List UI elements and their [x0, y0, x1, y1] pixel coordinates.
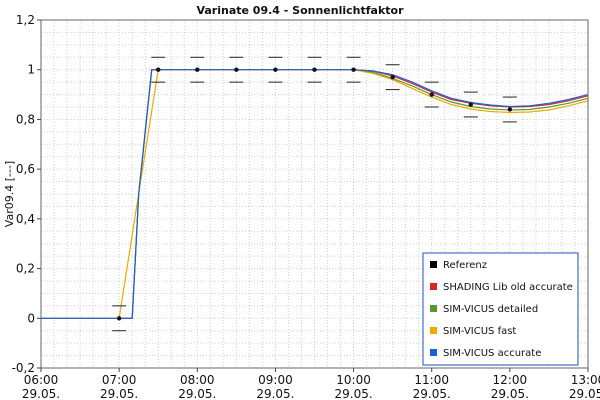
- legend-label: Referenz: [443, 260, 487, 271]
- legend-label: SIM-VICUS accurate: [443, 348, 541, 359]
- x-tick-time: 12:00: [493, 373, 528, 387]
- x-tick-time: 06:00: [24, 373, 59, 387]
- legend-label: SIM-VICUS detailed: [443, 304, 538, 315]
- legend-swatch: [430, 283, 437, 290]
- y-tick-label: 0,4: [16, 212, 35, 226]
- reference-point: [273, 67, 278, 72]
- reference-markers: [112, 56, 517, 332]
- x-tick-date: 29.05.: [100, 387, 138, 400]
- x-tick-date: 29.05.: [569, 387, 600, 400]
- series-layer: [41, 69, 589, 319]
- chart-title: Varinate 09.4 - Sonnenlichtfaktor: [196, 4, 404, 17]
- reference-point: [156, 67, 161, 72]
- reference-point: [195, 67, 200, 72]
- legend-label: SIM-VICUS fast: [443, 326, 516, 337]
- legend-swatch: [430, 261, 437, 268]
- y-axis: -0,2 0 0,2 0,4 0,6 0,8 1 1,2: [12, 13, 41, 375]
- x-tick-time: 11:00: [414, 373, 449, 387]
- legend-swatch: [430, 305, 437, 312]
- y-tick-label: 0: [27, 311, 35, 325]
- y-tick-label: 1: [27, 63, 35, 77]
- legend-swatch: [430, 349, 437, 356]
- x-tick-date: 29.05.: [178, 387, 216, 400]
- plot-border: [40, 19, 589, 369]
- y-tick-label: 1,2: [16, 13, 35, 27]
- x-tick-date: 29.05.: [491, 387, 529, 400]
- x-tick-date: 29.05.: [22, 387, 60, 400]
- reference-point: [429, 92, 434, 97]
- legend-box: [422, 252, 579, 366]
- x-tick-time: 09:00: [258, 373, 293, 387]
- series-line-3: [41, 69, 589, 319]
- y-tick-label: 0,2: [16, 262, 35, 276]
- x-tick-time: 13:00: [571, 373, 600, 387]
- reference-point: [390, 74, 395, 80]
- reference-point: [312, 67, 317, 72]
- grid: [40, 19, 589, 369]
- x-tick-time: 10:00: [336, 373, 371, 387]
- reference-point: [507, 107, 513, 112]
- x-tick-date: 29.05.: [413, 387, 451, 400]
- x-axis: 06:0029.05.07:0029.05.08:0029.05.09:0029…: [22, 368, 600, 400]
- x-tick-time: 07:00: [102, 373, 137, 387]
- reference-point: [116, 316, 122, 321]
- reference-point: [234, 67, 239, 72]
- x-tick-date: 29.05.: [256, 387, 294, 400]
- reference-point: [351, 67, 356, 72]
- y-tick-label: 0,8: [16, 112, 35, 126]
- legend: Referenz SHADING Lib old accurate SIM-VICU…: [422, 252, 579, 366]
- y-tick-label: 0,6: [16, 162, 35, 176]
- reference-point: [468, 102, 473, 107]
- y-axis-label: Var09.4 [---]: [3, 161, 16, 227]
- legend-swatch: [430, 327, 437, 334]
- y-tick-label: -0,2: [12, 361, 35, 375]
- x-tick-date: 29.05.: [334, 387, 372, 400]
- legend-label: SHADING Lib old accurate: [443, 282, 573, 293]
- x-tick-time: 08:00: [180, 373, 215, 387]
